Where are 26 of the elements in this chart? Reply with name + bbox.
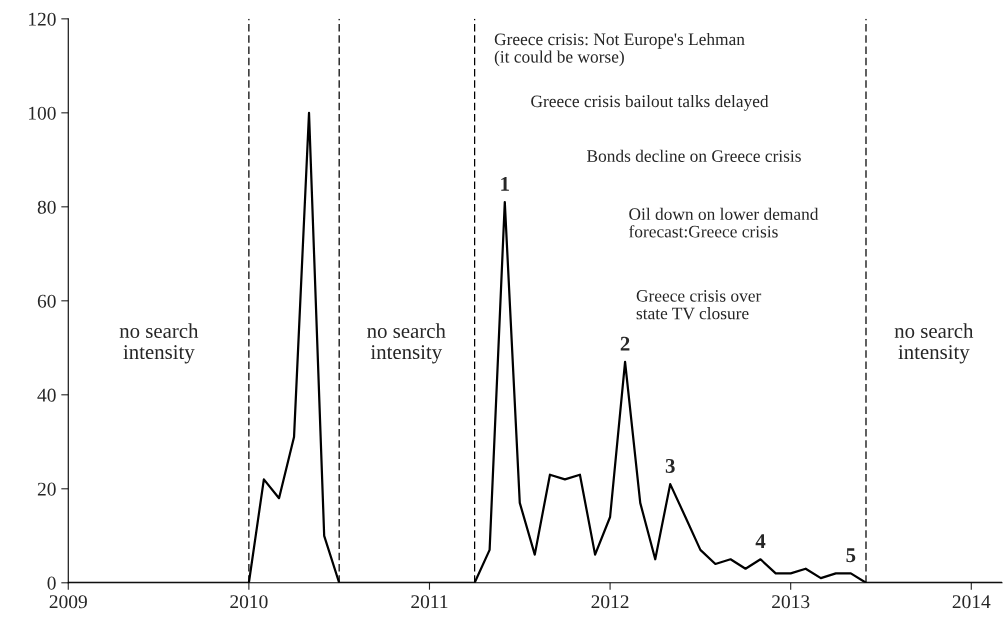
annotation: no search intensity bbox=[367, 323, 446, 364]
y-tick-label: 20 bbox=[37, 482, 56, 496]
y-tick-label: 0 bbox=[47, 576, 56, 590]
y-tick-label: 100 bbox=[29, 106, 56, 120]
annotation: 1 bbox=[501, 176, 509, 191]
x-tick-label: 2011 bbox=[411, 595, 448, 609]
x-tick-label: 2009 bbox=[49, 595, 87, 609]
annotation: Greece crisis bailout talks delayed bbox=[531, 94, 769, 111]
annotation: Greece crisis: Not Europe's Lehman (it could be worse) bbox=[494, 32, 745, 67]
x-tick-label: 2010 bbox=[230, 595, 268, 609]
annotation: Oil down on lower demand forecast:Greece crisis bbox=[629, 207, 819, 238]
annotation: no search intensity bbox=[119, 323, 199, 364]
annotation: Greece crisis over state TV closure bbox=[636, 290, 762, 320]
annotation: Bonds decline on Greece crisis bbox=[586, 149, 801, 162]
annotation: 2 bbox=[620, 336, 630, 351]
y-tick-label: 120 bbox=[29, 12, 56, 26]
annotation: 3 bbox=[665, 458, 675, 473]
y-tick-label: 80 bbox=[37, 200, 56, 214]
y-tick-label: 60 bbox=[37, 294, 56, 308]
x-tick-label: 2014 bbox=[952, 595, 991, 609]
y-tick-label: 40 bbox=[37, 388, 56, 402]
annotation: 5 bbox=[846, 548, 856, 563]
x-tick-label: 2012 bbox=[591, 595, 629, 609]
annotation: 4 bbox=[755, 534, 766, 548]
annotation: no search intensity bbox=[894, 323, 974, 364]
x-tick-label: 2013 bbox=[772, 595, 810, 609]
